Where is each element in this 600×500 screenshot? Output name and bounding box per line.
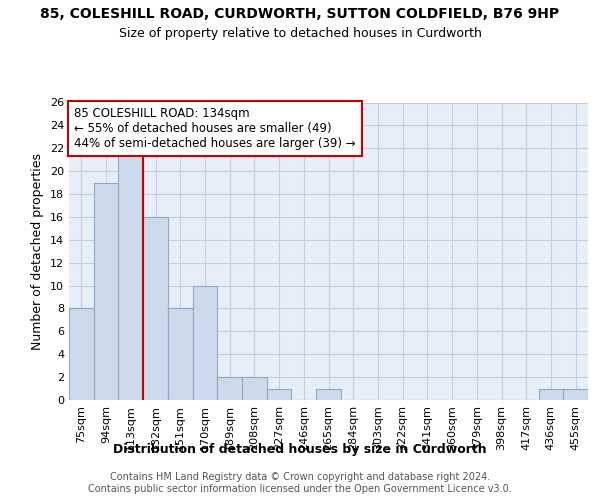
Bar [193,286,217,400]
Text: Contains HM Land Registry data © Crown copyright and database right 2024.
Contai: Contains HM Land Registry data © Crown c… [88,472,512,494]
Bar [69,308,94,400]
Text: 85, COLESHILL ROAD, CURDWORTH, SUTTON COLDFIELD, B76 9HP: 85, COLESHILL ROAD, CURDWORTH, SUTTON CO… [40,8,560,22]
Bar [242,377,267,400]
Bar [267,388,292,400]
Bar [168,308,193,400]
Bar [539,388,563,400]
Bar [118,148,143,400]
Bar [94,182,118,400]
Bar [143,217,168,400]
Bar [217,377,242,400]
Y-axis label: Number of detached properties: Number of detached properties [31,153,44,350]
Bar [563,388,588,400]
Text: 85 COLESHILL ROAD: 134sqm
← 55% of detached houses are smaller (49)
44% of semi-: 85 COLESHILL ROAD: 134sqm ← 55% of detac… [74,107,356,150]
Text: Distribution of detached houses by size in Curdworth: Distribution of detached houses by size … [113,442,487,456]
Text: Size of property relative to detached houses in Curdworth: Size of property relative to detached ho… [119,28,481,40]
Bar [316,388,341,400]
